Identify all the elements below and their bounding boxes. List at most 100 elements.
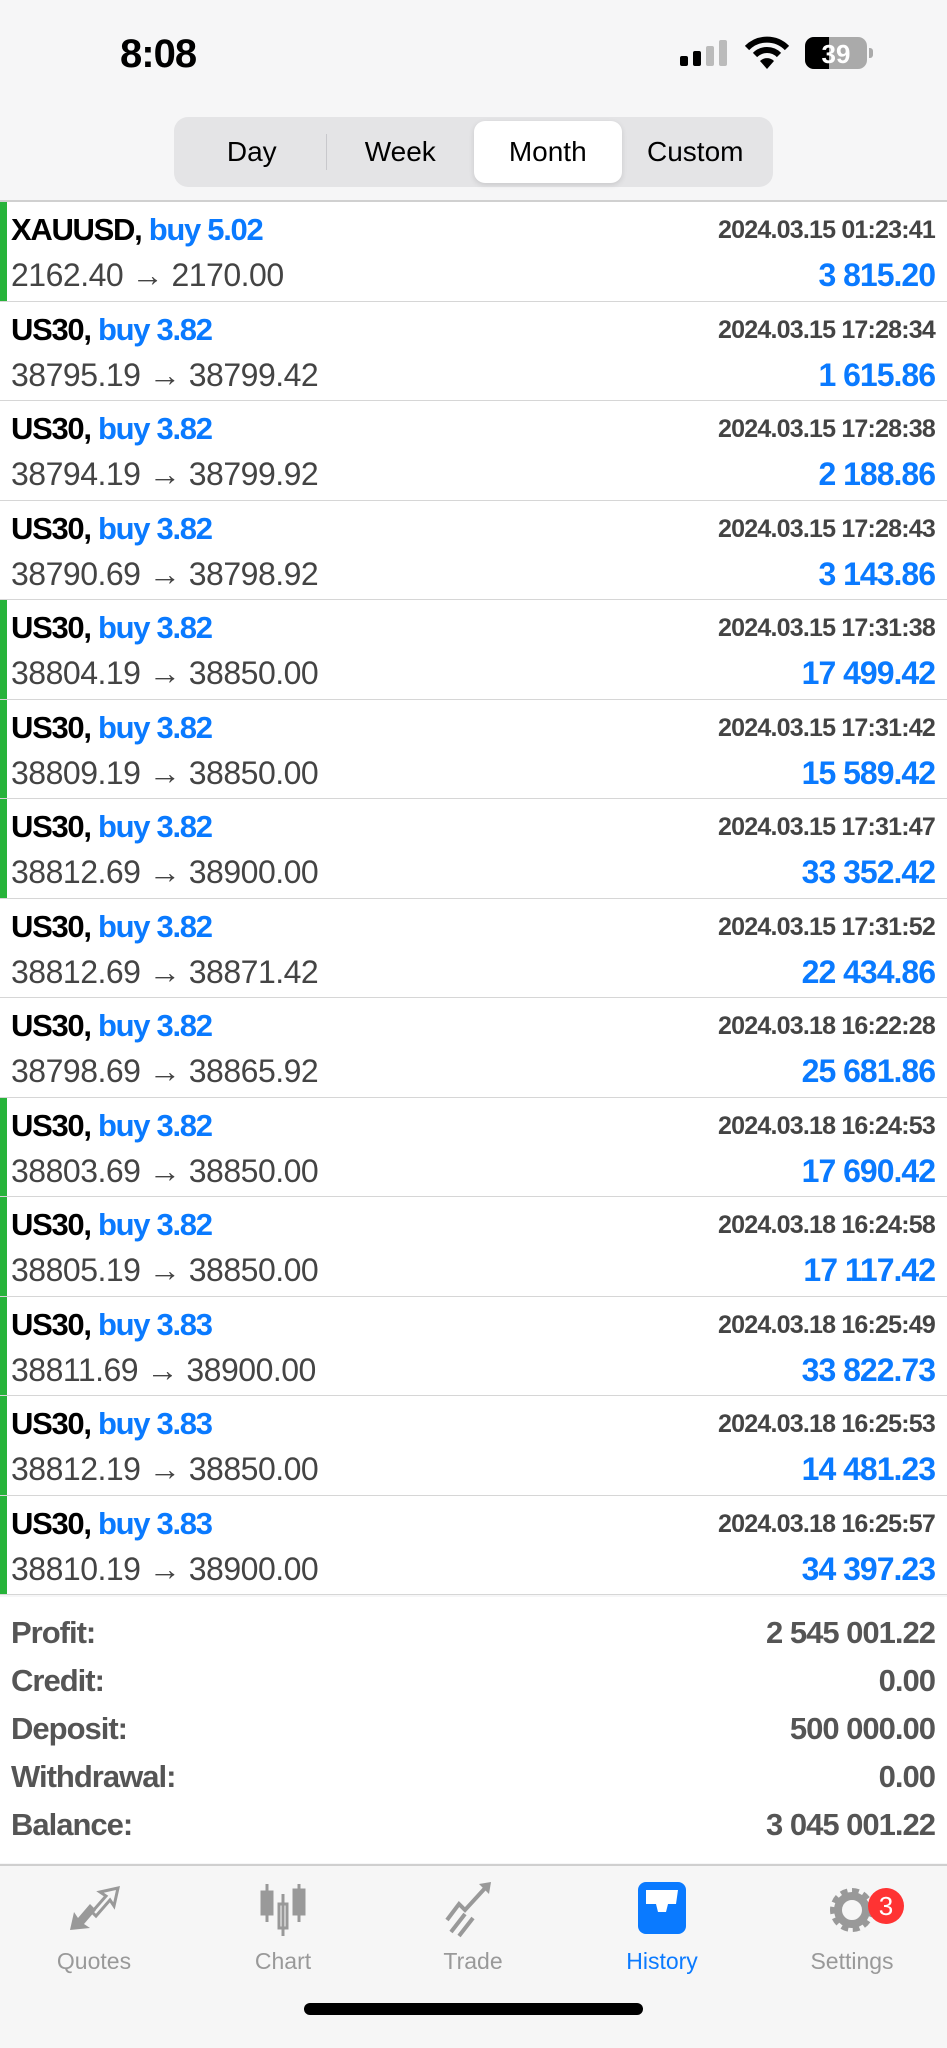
summary-label: Credit: xyxy=(11,1663,105,1698)
segment-day[interactable]: Day xyxy=(226,136,277,167)
open-close-prices: 2162.40 → 2170.00 xyxy=(11,257,284,293)
trade-title: US30, buy 3.83 xyxy=(11,1306,213,1343)
tab-label: History xyxy=(626,1948,698,1974)
symbol: US30, xyxy=(11,809,92,844)
trade-profit: 17 499.42 xyxy=(801,655,936,691)
tab-label: Trade xyxy=(443,1948,503,1974)
trade-row[interactable]: XAUUSD, buy 5.02 2024.03.15 01:23:41 216… xyxy=(0,202,947,302)
clock: 8:08 xyxy=(120,32,197,76)
trade-date: 2024.03.15 17:28:38 xyxy=(718,415,936,443)
trade-date: 2024.03.15 17:31:42 xyxy=(718,713,936,742)
trade-row[interactable]: US30, buy 3.83 2024.03.18 16:25:53 38812… xyxy=(0,1396,947,1496)
summary-value: 500 000.00 xyxy=(789,1711,936,1746)
trade-title: US30, buy 3.82 xyxy=(11,1107,213,1144)
open-close-prices: 38811.69 → 38900.00 xyxy=(11,1351,316,1388)
trade-row[interactable]: US30, buy 3.82 2024.03.15 17:28:38 38794… xyxy=(0,401,947,501)
trade-profit: 17 690.42 xyxy=(801,1152,936,1189)
trade-profit: 25 681.86 xyxy=(801,1053,936,1089)
open-close-prices: 38795.19 → 38799.42 xyxy=(11,356,319,393)
trade-date: 2024.03.15 17:31:52 xyxy=(718,912,936,941)
trade-date: 2024.03.15 01:23:41 xyxy=(718,216,936,244)
open-close-prices: 38798.69 → 38865.92 xyxy=(11,1053,319,1089)
symbol: US30, xyxy=(11,709,92,745)
trade-profit: 33 822.73 xyxy=(801,1351,936,1388)
symbol: XAUUSD, xyxy=(11,212,143,247)
symbol: US30, xyxy=(11,908,92,944)
trade-profit: 33 352.42 xyxy=(801,854,936,890)
tab-chart[interactable]: Chart xyxy=(203,1882,363,1975)
trade-date: 2024.03.15 17:28:34 xyxy=(718,315,936,344)
tab-label: Chart xyxy=(254,1948,312,1974)
trade-title: US30, buy 3.82 xyxy=(11,809,213,845)
home-indicator[interactable] xyxy=(304,2003,643,2015)
status-bar: 8:08 39 xyxy=(0,0,947,120)
open-close-prices: 38812.19 → 38850.00 xyxy=(11,1451,319,1487)
trade-title: US30, buy 3.82 xyxy=(11,510,213,547)
trade-date: 2024.03.15 17:28:43 xyxy=(718,514,936,543)
summary-value: 3 045 001.22 xyxy=(765,1807,936,1842)
open-close-prices: 38803.69 → 38850.00 xyxy=(11,1152,319,1189)
trade-row[interactable]: US30, buy 3.82 2024.03.15 17:31:52 38812… xyxy=(0,899,947,998)
trade-history-list: XAUUSD, buy 5.02 2024.03.15 01:23:41 216… xyxy=(0,200,947,1595)
tab-label: Quotes xyxy=(56,1948,132,1974)
trade-date: 2024.03.18 16:24:53 xyxy=(718,1111,936,1140)
trade-side-volume: buy 3.82 xyxy=(98,610,213,645)
tab-history[interactable]: History xyxy=(582,1882,742,1975)
trade-profit: 15 589.42 xyxy=(801,754,936,791)
trade-title: US30, buy 3.82 xyxy=(11,411,213,447)
trade-date: 2024.03.18 16:25:49 xyxy=(718,1310,936,1339)
summary-line: Credit: 0.00 xyxy=(11,1657,936,1705)
summary-value: 0.00 xyxy=(878,1663,936,1698)
tab-quotes[interactable]: Quotes xyxy=(14,1882,174,1975)
trade-profit: 14 481.23 xyxy=(801,1451,936,1487)
trade-title: US30, buy 3.82 xyxy=(11,1207,213,1243)
trade-row[interactable]: US30, buy 3.82 2024.03.15 17:31:42 38809… xyxy=(0,699,947,799)
tab-trade[interactable]: Trade xyxy=(393,1882,553,1975)
candlestick-icon xyxy=(260,1884,306,1936)
trade-profit: 2 188.86 xyxy=(818,456,936,492)
trade-row[interactable]: US30, buy 3.82 2024.03.18 16:24:53 38803… xyxy=(0,1097,947,1197)
trade-side-volume: buy 5.02 xyxy=(148,212,264,247)
trade-side-volume: buy 3.83 xyxy=(98,1505,213,1541)
symbol: US30, xyxy=(11,1306,92,1342)
account-summary: Profit: 2 545 001.22 Credit: 0.00 Deposit: 50… xyxy=(0,1597,947,1863)
trade-side-volume: buy 3.82 xyxy=(98,411,213,446)
tab-bar: Quotes Chart Trade History Settings 3 xyxy=(0,1864,947,2048)
summary-line: Balance: 3 045 001.22 xyxy=(11,1801,936,1849)
inbox-tray-icon xyxy=(638,1882,686,1934)
trade-row[interactable]: US30, buy 3.82 2024.03.15 17:31:47 38812… xyxy=(0,799,947,899)
symbol: US30, xyxy=(11,1406,92,1441)
trade-row[interactable]: US30, buy 3.83 2024.03.18 16:25:57 38810… xyxy=(0,1495,947,1595)
trade-row[interactable]: US30, buy 3.82 2024.03.18 16:24:58 38805… xyxy=(0,1197,947,1297)
trade-profit: 17 117.42 xyxy=(803,1252,936,1288)
tab-settings[interactable]: Settings 3 xyxy=(772,1882,932,1975)
tab-label: Settings xyxy=(810,1948,894,1974)
symbol: US30, xyxy=(11,510,92,546)
trade-row[interactable]: US30, buy 3.82 2024.03.15 17:28:43 38790… xyxy=(0,501,947,600)
trade-date: 2024.03.15 17:31:47 xyxy=(718,813,936,841)
segment-week[interactable]: Week xyxy=(364,136,436,167)
trade-date: 2024.03.18 16:25:57 xyxy=(718,1509,936,1538)
trade-side-volume: buy 3.82 xyxy=(98,311,213,347)
quotes-arrows-icon xyxy=(70,1886,120,1930)
segment-month[interactable]: Month xyxy=(474,121,622,183)
open-close-prices: 38810.19 → 38900.00 xyxy=(11,1550,319,1587)
wifi-icon xyxy=(745,36,789,69)
notification-badge: 3 xyxy=(868,1888,904,1924)
trade-row[interactable]: US30, buy 3.83 2024.03.18 16:25:49 38811… xyxy=(0,1296,947,1396)
trade-row[interactable]: US30, buy 3.82 2024.03.18 16:22:28 38798… xyxy=(0,998,947,1098)
symbol: US30, xyxy=(11,1207,92,1242)
summary-label: Deposit: xyxy=(11,1711,128,1746)
trade-row[interactable]: US30, buy 3.82 2024.03.15 17:28:34 38795… xyxy=(0,302,947,401)
segment-custom[interactable]: Custom xyxy=(647,136,744,167)
symbol: US30, xyxy=(11,610,92,645)
summary-value: 0.00 xyxy=(878,1759,936,1794)
symbol: US30, xyxy=(11,1107,92,1143)
trade-profit: 1 615.86 xyxy=(818,356,936,393)
trade-title: US30, buy 3.83 xyxy=(11,1406,213,1442)
open-close-prices: 38812.69 → 38900.00 xyxy=(11,854,319,890)
trade-profit: 3 815.20 xyxy=(818,257,936,293)
trade-side-volume: buy 3.82 xyxy=(98,809,213,844)
trade-row[interactable]: US30, buy 3.82 2024.03.15 17:31:38 38804… xyxy=(0,600,947,700)
trade-date: 2024.03.18 16:24:58 xyxy=(718,1211,936,1239)
